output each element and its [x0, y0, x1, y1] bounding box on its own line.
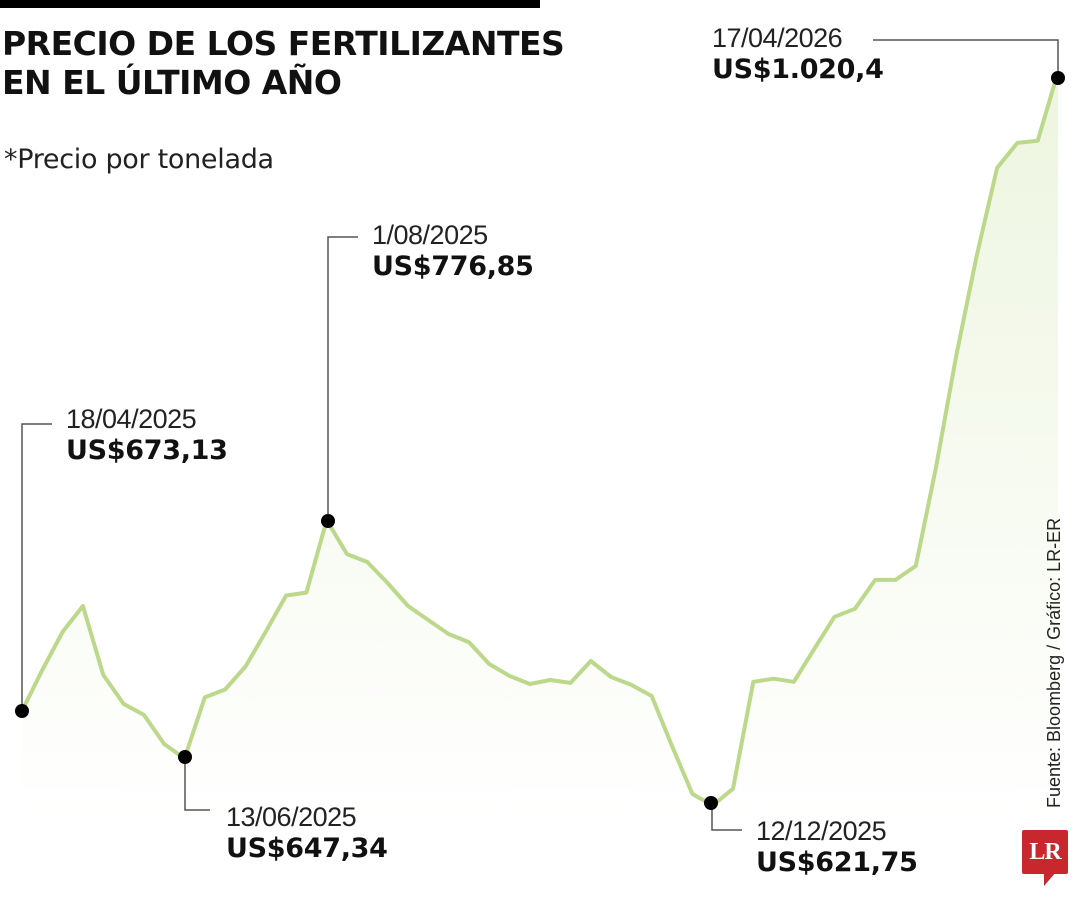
annotation-date: 12/12/2025: [756, 816, 887, 846]
area-fill: [22, 72, 1058, 820]
leader-line-end: [873, 39, 1059, 78]
lr-logo-icon: LR: [1022, 830, 1068, 874]
leader-line-low1: [184, 757, 210, 811]
annotation-value: US$647,34: [226, 833, 388, 864]
title-line-1: PRECIO DE LOS FERTILIZANTES: [2, 24, 565, 63]
marker-low2: [704, 796, 718, 810]
top-rule: [0, 0, 540, 8]
annotation-low1: 13/06/2025 US$647,34: [226, 801, 388, 865]
marker-start: [15, 704, 29, 718]
lr-logo-tail: [1044, 872, 1056, 886]
source-credit: Fuente: Bloomberg / Gráfico: LR-ER: [1044, 517, 1064, 808]
leader-line-peak1: [327, 236, 358, 521]
annotation-peak1: 1/08/2025 US$776,85: [372, 219, 534, 283]
annotation-value: US$776,85: [372, 251, 534, 282]
annotation-value: US$621,75: [756, 847, 918, 878]
marker-low1: [178, 750, 192, 764]
annotation-value: US$673,13: [66, 435, 228, 466]
marker-end: [1051, 71, 1065, 85]
leader-line-low2: [711, 803, 742, 831]
chart-subtitle: *Precio por tonelada: [4, 144, 274, 175]
annotation-end: 17/04/2026 US$1.020,4: [712, 22, 884, 86]
annotation-date: 1/08/2025: [372, 220, 488, 250]
title-line-2: EN EL ÚLTIMO AÑO: [2, 63, 342, 102]
price-line: [20, 71, 1060, 808]
annotation-start: 18/04/2025 US$673,13: [66, 403, 228, 467]
annotation-date: 17/04/2026: [712, 23, 843, 53]
annotation-low2: 12/12/2025 US$621,75: [756, 815, 918, 879]
chart-title: PRECIO DE LOS FERTILIZANTES EN EL ÚLTIMO…: [2, 24, 565, 102]
marker-peak1: [321, 514, 335, 528]
annotation-date: 18/04/2025: [66, 404, 197, 434]
annotation-value: US$1.020,4: [712, 54, 884, 85]
leader-line-start: [21, 423, 52, 711]
annotation-date: 13/06/2025: [226, 802, 357, 832]
